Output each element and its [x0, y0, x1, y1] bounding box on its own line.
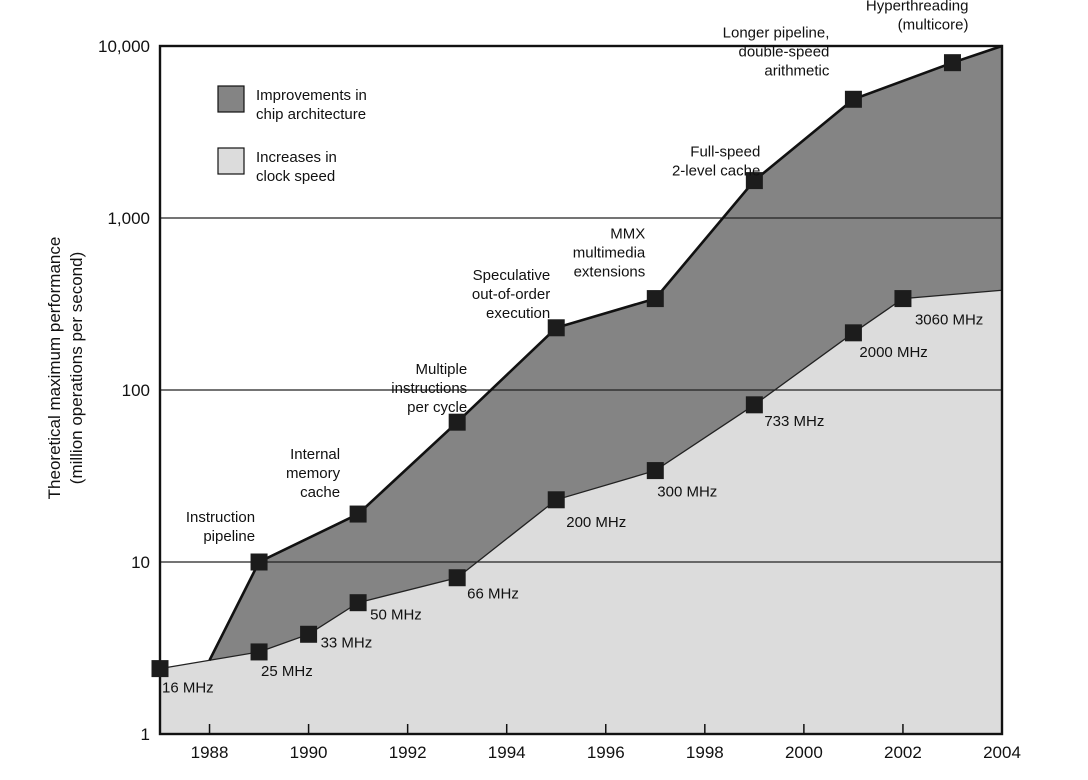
x-tick-label: 2004 [983, 743, 1021, 762]
architecture-marker [448, 413, 466, 431]
y-tick-label: 100 [122, 381, 150, 400]
architecture-marker [943, 54, 961, 72]
clock-marker [250, 643, 268, 661]
clock-marker [349, 594, 367, 612]
clock-marker [300, 625, 318, 643]
legend-swatch [217, 85, 245, 113]
architecture-annotation: Multiple instructions per cycle [391, 361, 467, 416]
clock-marker [745, 396, 763, 414]
clock-label: 2000 MHz [859, 344, 927, 361]
architecture-marker [547, 319, 565, 337]
legend-swatch [217, 147, 245, 175]
clock-label: 50 MHz [370, 607, 422, 624]
architecture-area [209, 46, 1002, 661]
y-tick-label: 1 [141, 725, 150, 744]
clock-marker [844, 324, 862, 342]
clock-label: 16 MHz [162, 680, 214, 697]
clock-marker [151, 660, 169, 678]
architecture-annotation: Hyperthreading (multicore) [866, 0, 969, 34]
clock-label: 200 MHz [566, 514, 626, 531]
clock-marker [448, 569, 466, 587]
clock-label: 25 MHz [261, 663, 313, 680]
x-tick-label: 1988 [191, 743, 229, 762]
architecture-marker [349, 505, 367, 523]
y-axis-title: Theoretical maximum performance (million … [45, 237, 86, 500]
clock-speed-area [160, 290, 1002, 734]
y-tick-label: 10,000 [98, 37, 150, 56]
legend-label: Increases in clock speed [256, 149, 337, 185]
architecture-line [208, 44, 1003, 661]
clock-marker [894, 290, 912, 308]
architecture-annotation: Full-speed 2-level cache [672, 144, 760, 180]
y-tick-label: 1,000 [107, 209, 150, 228]
x-tick-label: 1990 [290, 743, 328, 762]
architecture-marker [844, 90, 862, 108]
x-tick-label: 1994 [488, 743, 526, 762]
architecture-annotation: Internal memory cache [286, 446, 341, 501]
clock-label: 733 MHz [764, 413, 824, 430]
architecture-marker [646, 290, 664, 308]
clock-marker [547, 491, 565, 509]
clock-label: 300 MHz [657, 484, 717, 501]
architecture-annotation: Longer pipeline, double-speed arithmetic [723, 24, 830, 79]
clock-label: 33 MHz [321, 634, 373, 651]
architecture-annotation: MMX multimedia extensions [573, 226, 646, 281]
architecture-annotation: Instruction pipeline [186, 509, 255, 545]
clock-label: 3060 MHz [915, 312, 983, 329]
x-tick-label: 2000 [785, 743, 823, 762]
y-tick-label: 10 [131, 553, 150, 572]
plot-frame [158, 44, 1004, 736]
x-tick-label: 1998 [686, 743, 724, 762]
x-tick-label: 1992 [389, 743, 427, 762]
x-tick-label: 1996 [587, 743, 625, 762]
architecture-annotation: Speculative out-of-order execution [472, 267, 550, 322]
architecture-marker [250, 553, 268, 571]
clock-marker [646, 462, 664, 480]
architecture-marker [745, 172, 763, 190]
legend-label: Improvements in chip architecture [256, 87, 367, 123]
x-tick-label: 2002 [884, 743, 922, 762]
clock-label: 66 MHz [467, 586, 519, 603]
